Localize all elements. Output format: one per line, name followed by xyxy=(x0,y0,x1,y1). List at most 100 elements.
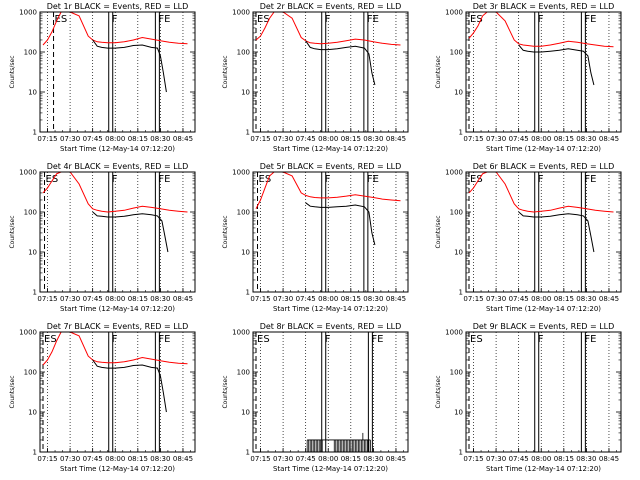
y-axis-label: Counts/sec xyxy=(222,375,229,408)
marker-label-fe: FE xyxy=(584,14,596,25)
marker-label-f: F xyxy=(325,14,331,25)
plot-frame xyxy=(465,331,622,453)
x-tick-label: 07:15 xyxy=(37,295,57,303)
plot-frame xyxy=(252,331,409,453)
x-axis-label: Start Time (12-May-14 07:12:20) xyxy=(486,305,601,313)
y-tick-label: 10 xyxy=(28,89,37,97)
y-tick-label: 1 xyxy=(33,449,37,457)
panel-det-3: Det 3r BLACK = Events, RED = LLD Counts/s… xyxy=(435,2,622,153)
lld-series-line xyxy=(468,172,614,213)
x-axis-label: Start Time (12-May-14 07:12:20) xyxy=(60,465,175,473)
y-tick-label: 1000 xyxy=(445,9,463,17)
x-tick-label: 07:45 xyxy=(296,455,316,463)
panel-det-9: Det 9r BLACK = Events, RED = LLD Counts/s… xyxy=(435,322,622,473)
x-tick-label: 08:30 xyxy=(363,455,383,463)
plot-frame xyxy=(252,11,409,133)
x-tick-label: 07:45 xyxy=(509,135,529,143)
marker-label-f: F xyxy=(325,174,331,185)
y-tick-label: 1 xyxy=(33,289,37,297)
plot-frame xyxy=(39,171,196,293)
marker-label-fe: FE xyxy=(367,14,379,25)
y-tick-label: 100 xyxy=(24,49,37,57)
marker-label-es: ES xyxy=(257,14,270,25)
x-tick-label: 08:30 xyxy=(150,455,170,463)
x-axis-label: Start Time (12-May-14 07:12:20) xyxy=(486,465,601,473)
x-tick-label: 07:30 xyxy=(60,135,80,143)
x-tick-label: 07:45 xyxy=(83,135,103,143)
panel-det-2: Det 2r BLACK = Events, RED = LLD Counts/s… xyxy=(222,2,409,153)
x-tick-label: 07:30 xyxy=(273,455,293,463)
y-axis-label: Counts/sec xyxy=(435,215,442,248)
y-tick-label: 1 xyxy=(459,129,463,137)
events-series-line xyxy=(92,359,167,413)
y-tick-label: 1000 xyxy=(19,9,37,17)
x-tick-label: 08:15 xyxy=(128,455,148,463)
panel-title: Det 5r BLACK = Events, RED = LLD xyxy=(260,162,402,171)
x-tick-label: 07:30 xyxy=(273,295,293,303)
x-axis-label: Start Time (12-May-14 07:12:20) xyxy=(273,465,388,473)
x-tick-label: 07:30 xyxy=(486,295,506,303)
marker-label-es: ES xyxy=(257,334,270,345)
x-tick-label: 08:15 xyxy=(554,135,574,143)
events-series-line xyxy=(92,39,167,93)
x-axis-label: Start Time (12-May-14 07:12:20) xyxy=(486,145,601,153)
x-tick-label: 07:15 xyxy=(463,295,483,303)
marker-label-fe: FE xyxy=(584,334,596,345)
panel-title: Det 3r BLACK = Events, RED = LLD xyxy=(473,2,615,11)
x-tick-label: 08:00 xyxy=(531,135,551,143)
marker-label-fe: FE xyxy=(158,14,170,25)
y-axis-label: Counts/sec xyxy=(222,55,229,88)
y-tick-label: 100 xyxy=(24,369,37,377)
x-tick-label: 08:45 xyxy=(599,295,619,303)
x-tick-label: 08:00 xyxy=(105,135,125,143)
y-tick-label: 10 xyxy=(241,409,250,417)
x-tick-label: 08:30 xyxy=(150,295,170,303)
y-tick-label: 10 xyxy=(454,89,463,97)
marker-label-es: ES xyxy=(259,174,272,185)
x-tick-label: 08:15 xyxy=(341,455,361,463)
y-tick-label: 1000 xyxy=(445,329,463,337)
marker-label-f: F xyxy=(538,334,544,345)
events-series-line xyxy=(518,211,595,253)
x-axis-label: Start Time (12-May-14 07:12:20) xyxy=(273,145,388,153)
x-tick-label: 07:45 xyxy=(83,455,103,463)
panel-title: Det 6r BLACK = Events, RED = LLD xyxy=(473,162,615,171)
y-tick-label: 1 xyxy=(246,289,250,297)
x-tick-label: 07:15 xyxy=(250,455,270,463)
lld-series-line xyxy=(255,172,401,210)
marker-label-es: ES xyxy=(55,14,68,25)
x-tick-label: 08:15 xyxy=(341,135,361,143)
y-tick-label: 10 xyxy=(28,249,37,257)
y-tick-label: 100 xyxy=(24,209,37,217)
x-tick-label: 08:15 xyxy=(128,295,148,303)
marker-label-es: ES xyxy=(470,174,483,185)
x-axis-label: Start Time (12-May-14 07:12:20) xyxy=(60,145,175,153)
x-tick-label: 08:15 xyxy=(341,295,361,303)
x-tick-label: 08:30 xyxy=(150,135,170,143)
x-tick-label: 08:30 xyxy=(363,295,383,303)
panel-title: Det 7r BLACK = Events, RED = LLD xyxy=(47,322,189,331)
x-tick-label: 07:15 xyxy=(37,455,57,463)
events-series-line xyxy=(305,40,376,86)
plot-frame xyxy=(39,11,196,133)
x-tick-label: 08:00 xyxy=(105,455,125,463)
x-tick-label: 07:15 xyxy=(250,135,270,143)
y-tick-label: 1 xyxy=(33,129,37,137)
x-tick-label: 07:30 xyxy=(486,455,506,463)
events-series-line xyxy=(92,211,169,253)
x-tick-label: 08:00 xyxy=(105,295,125,303)
plot-frame xyxy=(39,331,196,453)
y-tick-label: 100 xyxy=(450,369,463,377)
events-series-line xyxy=(305,202,376,246)
y-axis-label: Counts/sec xyxy=(9,215,16,248)
lld-series-line xyxy=(255,12,401,46)
panel-title: Det 9r BLACK = Events, RED = LLD xyxy=(473,322,615,331)
x-tick-label: 08:15 xyxy=(554,455,574,463)
x-tick-label: 08:45 xyxy=(599,455,619,463)
marker-label-fe: FE xyxy=(584,174,596,185)
x-tick-label: 08:30 xyxy=(363,135,383,143)
plot-frame xyxy=(465,171,622,293)
y-axis-label: Counts/sec xyxy=(9,55,16,88)
x-tick-label: 07:30 xyxy=(273,135,293,143)
